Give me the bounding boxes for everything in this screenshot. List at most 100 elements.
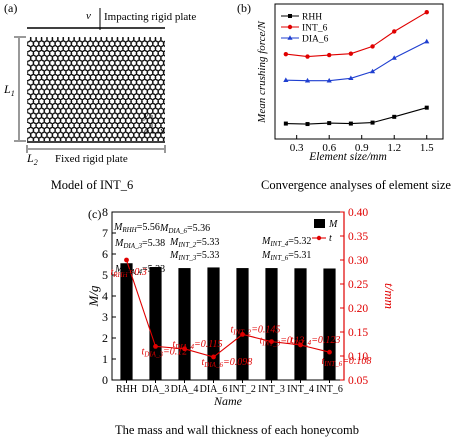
mass-annotation: MDIA_6=5.36 bbox=[159, 223, 210, 235]
honeycomb-cell bbox=[48, 136, 56, 141]
honeycomb-cell bbox=[162, 127, 165, 134]
left-tick-label: 5 bbox=[102, 268, 108, 282]
right-tick-label: 0.40 bbox=[348, 207, 368, 219]
honeycomb-cell bbox=[157, 136, 165, 141]
panel-a-caption: Model of INT_6 bbox=[51, 178, 134, 192]
left-tick-label: 6 bbox=[102, 247, 108, 261]
honeycomb-cell bbox=[97, 136, 105, 141]
thickness-point bbox=[124, 257, 129, 263]
x-tick-label: RHH bbox=[116, 384, 137, 395]
fixed-plate-label: Fixed rigid plate bbox=[55, 153, 128, 165]
point-dia_6 bbox=[424, 38, 430, 44]
point-int_6 bbox=[326, 52, 332, 58]
right-tick-label: 0.35 bbox=[348, 231, 368, 243]
honeycomb-cell bbox=[32, 136, 40, 141]
point-int_6 bbox=[348, 51, 354, 56]
x-tick-label: 1.2 bbox=[387, 142, 401, 154]
honeycomb-cell bbox=[162, 136, 165, 141]
bar-chart-bars bbox=[120, 263, 336, 380]
honeycomb-cell bbox=[162, 59, 165, 67]
honeycomb-cell bbox=[146, 136, 154, 141]
mass-annotation: MINT_4=5.32 bbox=[261, 236, 311, 248]
left-tick-label: 1 bbox=[102, 352, 108, 366]
panel-c-tag: (c) bbox=[88, 207, 101, 221]
thickness-point bbox=[269, 339, 274, 344]
right-tick-label: 0.10 bbox=[348, 351, 368, 363]
point-int_6 bbox=[305, 54, 310, 59]
right-tick-label: 0.15 bbox=[348, 327, 368, 339]
honeycomb-cell bbox=[162, 78, 165, 86]
honeycomb-cell bbox=[92, 136, 100, 141]
honeycomb-cell bbox=[38, 136, 46, 141]
honeycomb-cell bbox=[59, 136, 67, 141]
bar-dia-4 bbox=[178, 268, 191, 380]
legend-bar-label: M bbox=[328, 219, 338, 230]
thickness-label: tDIA_3=0.12 bbox=[142, 346, 188, 358]
honeycomb-cell bbox=[27, 136, 35, 141]
legend-line-label: t bbox=[329, 233, 332, 244]
left-tick-label: 7 bbox=[102, 226, 108, 240]
point-dia_6 bbox=[391, 55, 397, 60]
point-dia_6 bbox=[304, 77, 311, 83]
point-dia_6 bbox=[283, 77, 289, 82]
honeycomb-cell bbox=[135, 136, 143, 141]
honeycomb-cell bbox=[108, 136, 116, 141]
left-tick-label: 4 bbox=[102, 289, 108, 303]
axis-y-label: y bbox=[143, 110, 149, 121]
x-tick-label: DIA_6 bbox=[200, 384, 228, 395]
bar-int-4 bbox=[294, 268, 307, 380]
thickness-label: tDIA_6=0.098 bbox=[202, 357, 253, 369]
thickness-point bbox=[298, 342, 303, 348]
axis-o-label: o bbox=[144, 126, 149, 137]
right-tick-label: 0.30 bbox=[348, 255, 368, 267]
point-int_6 bbox=[392, 29, 397, 34]
line-chart-x-axis-label: Element size/mm bbox=[308, 151, 387, 163]
honeycomb-cell bbox=[162, 98, 165, 105]
mass-annotation: MDIA_3=5.38 bbox=[114, 238, 165, 250]
thickness-point bbox=[153, 344, 158, 349]
line-chart-y-axis-label: Mean crushing force/N bbox=[256, 21, 268, 124]
x-tick-label: DIA_3 bbox=[142, 384, 170, 395]
legend-marker bbox=[287, 35, 293, 40]
x-tick-label: 0.9 bbox=[355, 142, 369, 154]
honeycomb-cell bbox=[130, 136, 138, 141]
left-tick-label: 2 bbox=[102, 331, 108, 345]
bar-chart-x-axis-label: Name bbox=[213, 394, 243, 408]
mass-annotation: MRHH=5.56 bbox=[113, 222, 160, 234]
honeycomb-cell bbox=[70, 136, 78, 141]
bar-chart-x-ticks: RHH DIA_3 DIA_4 DIA_6 INT_2 INT_3 INT_4 INT_6 bbox=[116, 380, 343, 395]
right-tick-label: 0.20 bbox=[348, 303, 368, 315]
thickness-label: tINT_6=0.108 bbox=[322, 356, 372, 368]
legend-line-marker bbox=[316, 235, 322, 241]
point-rhh bbox=[283, 121, 288, 126]
left-tick-label: 8 bbox=[102, 205, 108, 219]
honeycomb-cell bbox=[162, 107, 165, 115]
bar-dia-3 bbox=[149, 267, 162, 380]
l2-label: L2 bbox=[26, 151, 38, 167]
honeycomb-cell bbox=[162, 88, 165, 96]
honeycomb-cell bbox=[75, 136, 84, 141]
axis-x-label: x bbox=[159, 126, 165, 137]
bar-int-2 bbox=[236, 268, 249, 380]
honeycomb-cell bbox=[162, 40, 165, 48]
honeycomb-cell bbox=[43, 136, 51, 141]
thickness-line bbox=[125, 259, 330, 358]
point-rhh bbox=[370, 120, 375, 125]
point-rhh bbox=[424, 105, 429, 110]
bar-chart-right-ticks: 0.05 0.10 0.15 0.20 0.25 0.30 0.35 0.40 bbox=[340, 207, 368, 387]
series-line-dia_6 bbox=[285, 41, 427, 82]
point-rhh bbox=[327, 121, 332, 126]
thickness-point bbox=[240, 332, 245, 337]
thickness-label: tINT_4=0.123 bbox=[291, 335, 341, 347]
point-int_6 bbox=[424, 9, 429, 15]
mass-annotation: MINT_3=5.33 bbox=[169, 250, 219, 262]
x-tick-label: 1.5 bbox=[420, 142, 434, 154]
point-int_6 bbox=[370, 44, 375, 49]
honeycomb-model bbox=[27, 37, 165, 141]
honeycomb-cell bbox=[151, 136, 160, 141]
x-tick-label: INT_6 bbox=[316, 384, 343, 395]
mass-annotation: MINT_2=5.33 bbox=[169, 237, 219, 249]
legend-label: DIA_6 bbox=[302, 35, 329, 45]
